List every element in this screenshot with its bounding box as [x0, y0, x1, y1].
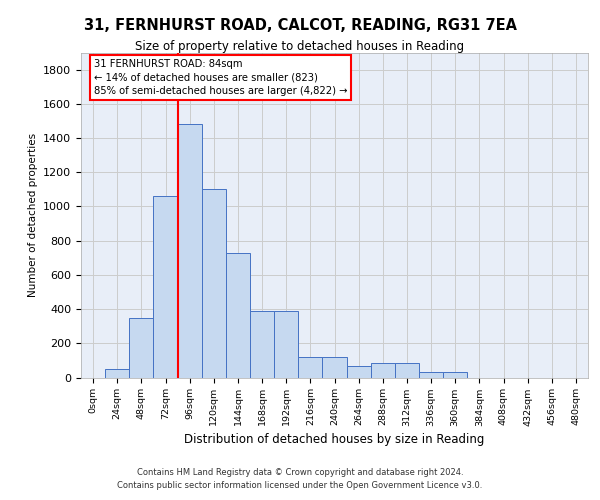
Bar	[347, 366, 371, 378]
Bar	[178, 124, 202, 378]
Bar	[443, 372, 467, 378]
Bar	[105, 369, 129, 378]
Y-axis label: Number of detached properties: Number of detached properties	[28, 133, 38, 297]
Text: Contains public sector information licensed under the Open Government Licence v3: Contains public sector information licen…	[118, 481, 482, 490]
Bar	[202, 190, 226, 378]
Bar	[395, 363, 419, 378]
Bar	[129, 318, 154, 378]
Bar	[371, 363, 395, 378]
Text: 31 FERNHURST ROAD: 84sqm
← 14% of detached houses are smaller (823)
85% of semi-: 31 FERNHURST ROAD: 84sqm ← 14% of detach…	[94, 60, 347, 96]
X-axis label: Distribution of detached houses by size in Reading: Distribution of detached houses by size …	[184, 432, 485, 446]
Bar	[419, 372, 443, 378]
Bar	[250, 311, 274, 378]
Text: Contains HM Land Registry data © Crown copyright and database right 2024.: Contains HM Land Registry data © Crown c…	[137, 468, 463, 477]
Bar	[322, 357, 347, 378]
Bar	[226, 252, 250, 378]
Text: Size of property relative to detached houses in Reading: Size of property relative to detached ho…	[136, 40, 464, 53]
Text: 31, FERNHURST ROAD, CALCOT, READING, RG31 7EA: 31, FERNHURST ROAD, CALCOT, READING, RG3…	[83, 18, 517, 33]
Bar	[154, 196, 178, 378]
Bar	[274, 311, 298, 378]
Bar	[298, 357, 322, 378]
